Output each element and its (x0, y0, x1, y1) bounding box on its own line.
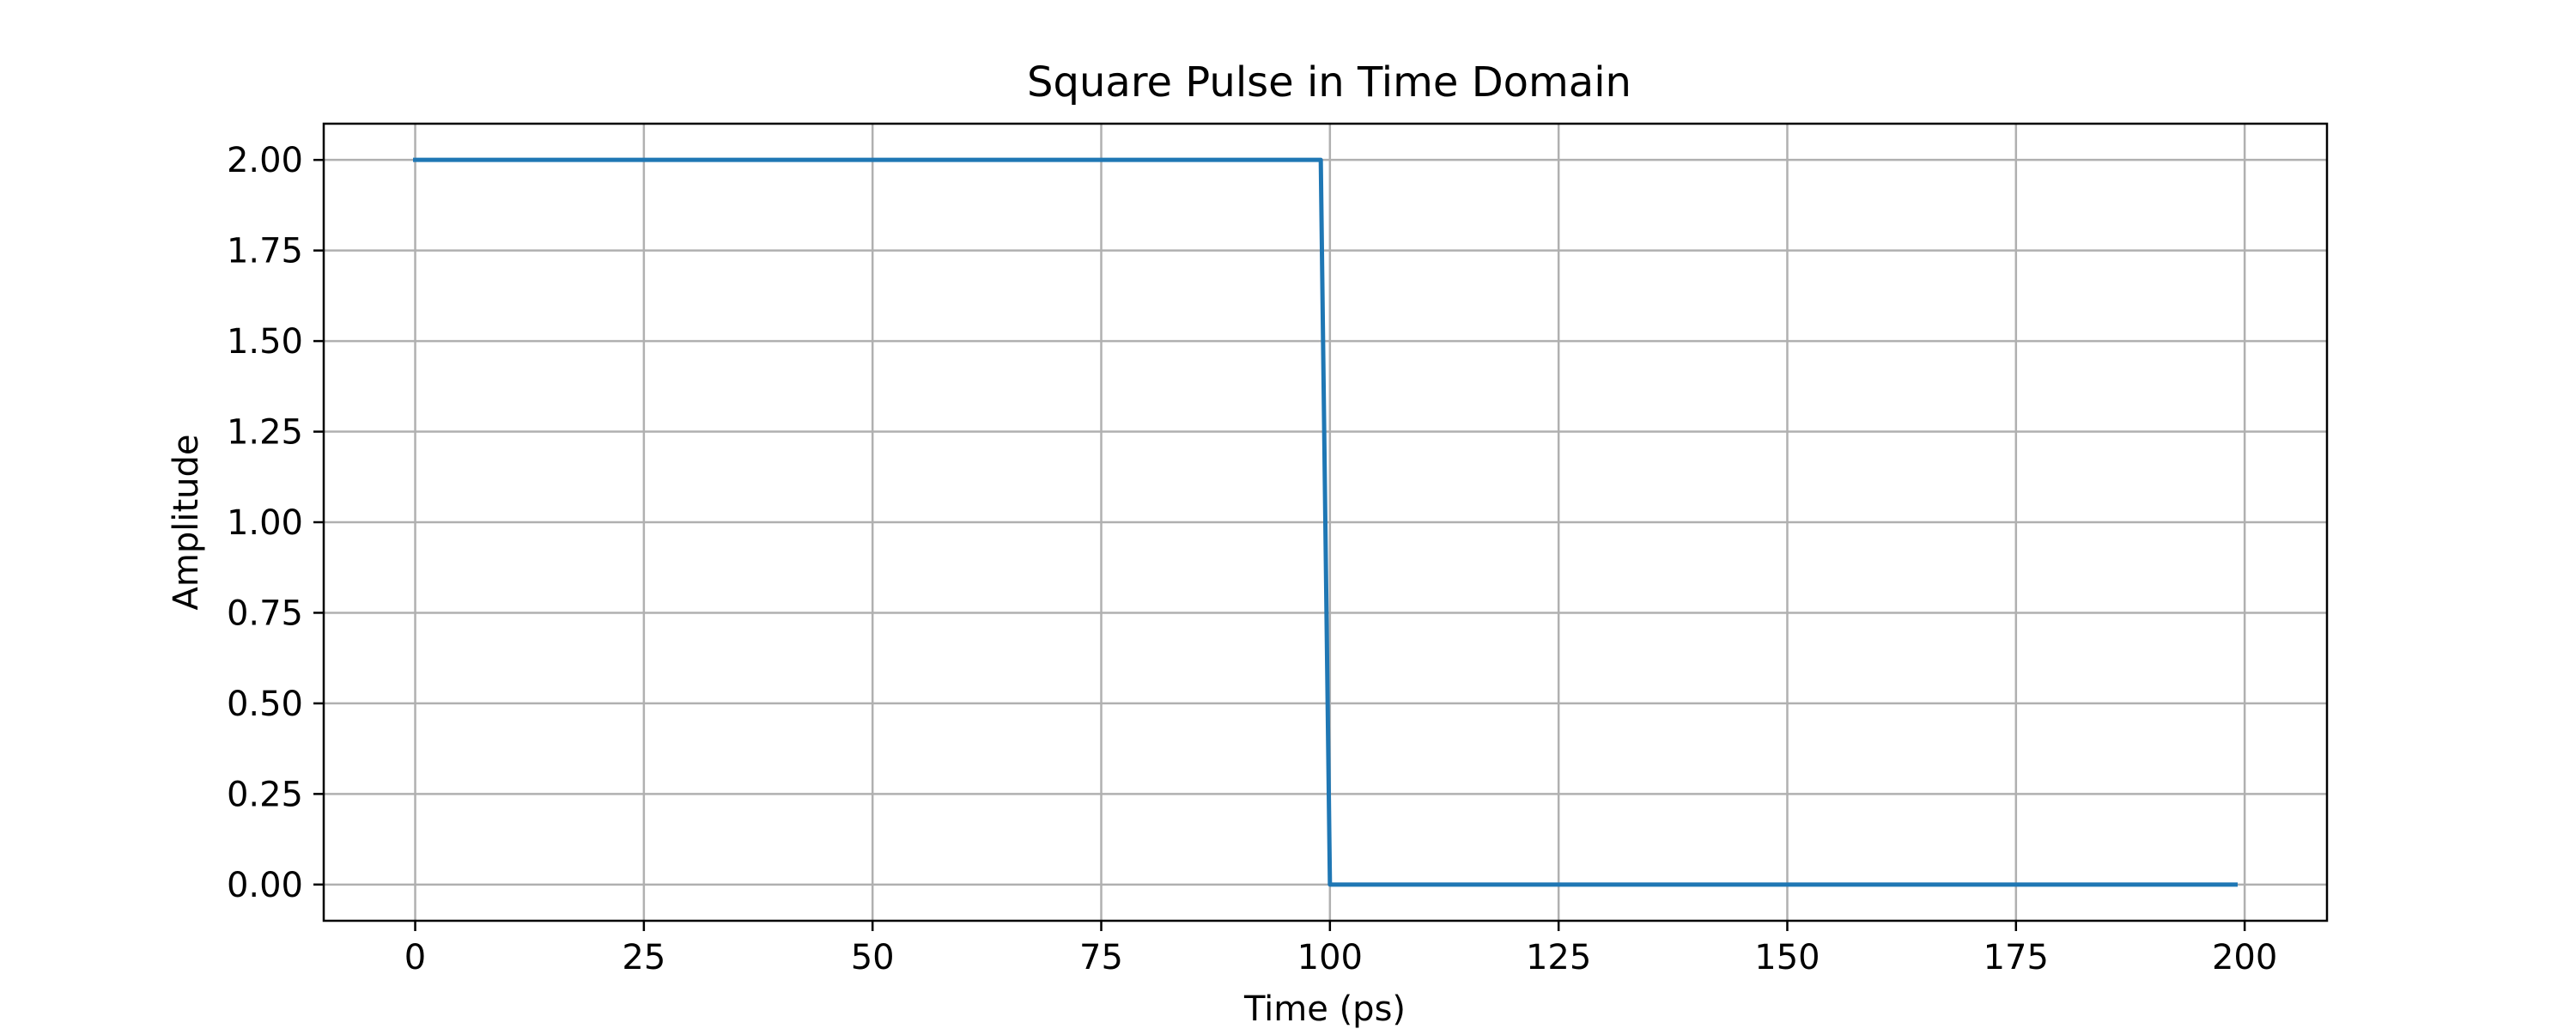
x-tick-label: 150 (1754, 938, 1820, 977)
x-tick-label: 25 (622, 938, 665, 977)
y-tick-label: 1.75 (227, 232, 303, 271)
y-tick-label: 0.00 (227, 866, 303, 905)
y-axis: 0.00 0.25 0.50 0.75 1.00 1.25 1.50 1.75 2.00 (227, 141, 324, 905)
y-tick-label: 0.25 (227, 775, 303, 814)
y-tick-label: 0.75 (227, 594, 303, 633)
y-tick-label: 1.50 (227, 322, 303, 362)
series-line (413, 157, 2238, 887)
x-tick-label: 200 (2212, 938, 2277, 977)
x-tick-label: 100 (1297, 938, 1363, 977)
x-tick-label: 50 (851, 938, 895, 977)
chart-title: Square Pulse in Time Domain (1027, 58, 1631, 107)
x-tick-label: 0 (404, 938, 426, 977)
y-tick-label: 1.00 (227, 503, 303, 543)
y-tick-label: 0.50 (227, 685, 303, 724)
y-axis-label: Amplitude (167, 435, 206, 611)
x-tick-label: 175 (1984, 938, 2049, 977)
x-tick-label: 75 (1079, 938, 1123, 977)
y-tick-label: 1.25 (227, 413, 303, 453)
x-axis: 0 25 50 75 100 125 150 175 200 (404, 921, 2277, 977)
y-tick-label: 2.00 (227, 141, 303, 180)
x-axis-label: Time (ps) (1243, 989, 1406, 1029)
series-layer (413, 157, 2238, 887)
x-tick-label: 125 (1526, 938, 1591, 977)
